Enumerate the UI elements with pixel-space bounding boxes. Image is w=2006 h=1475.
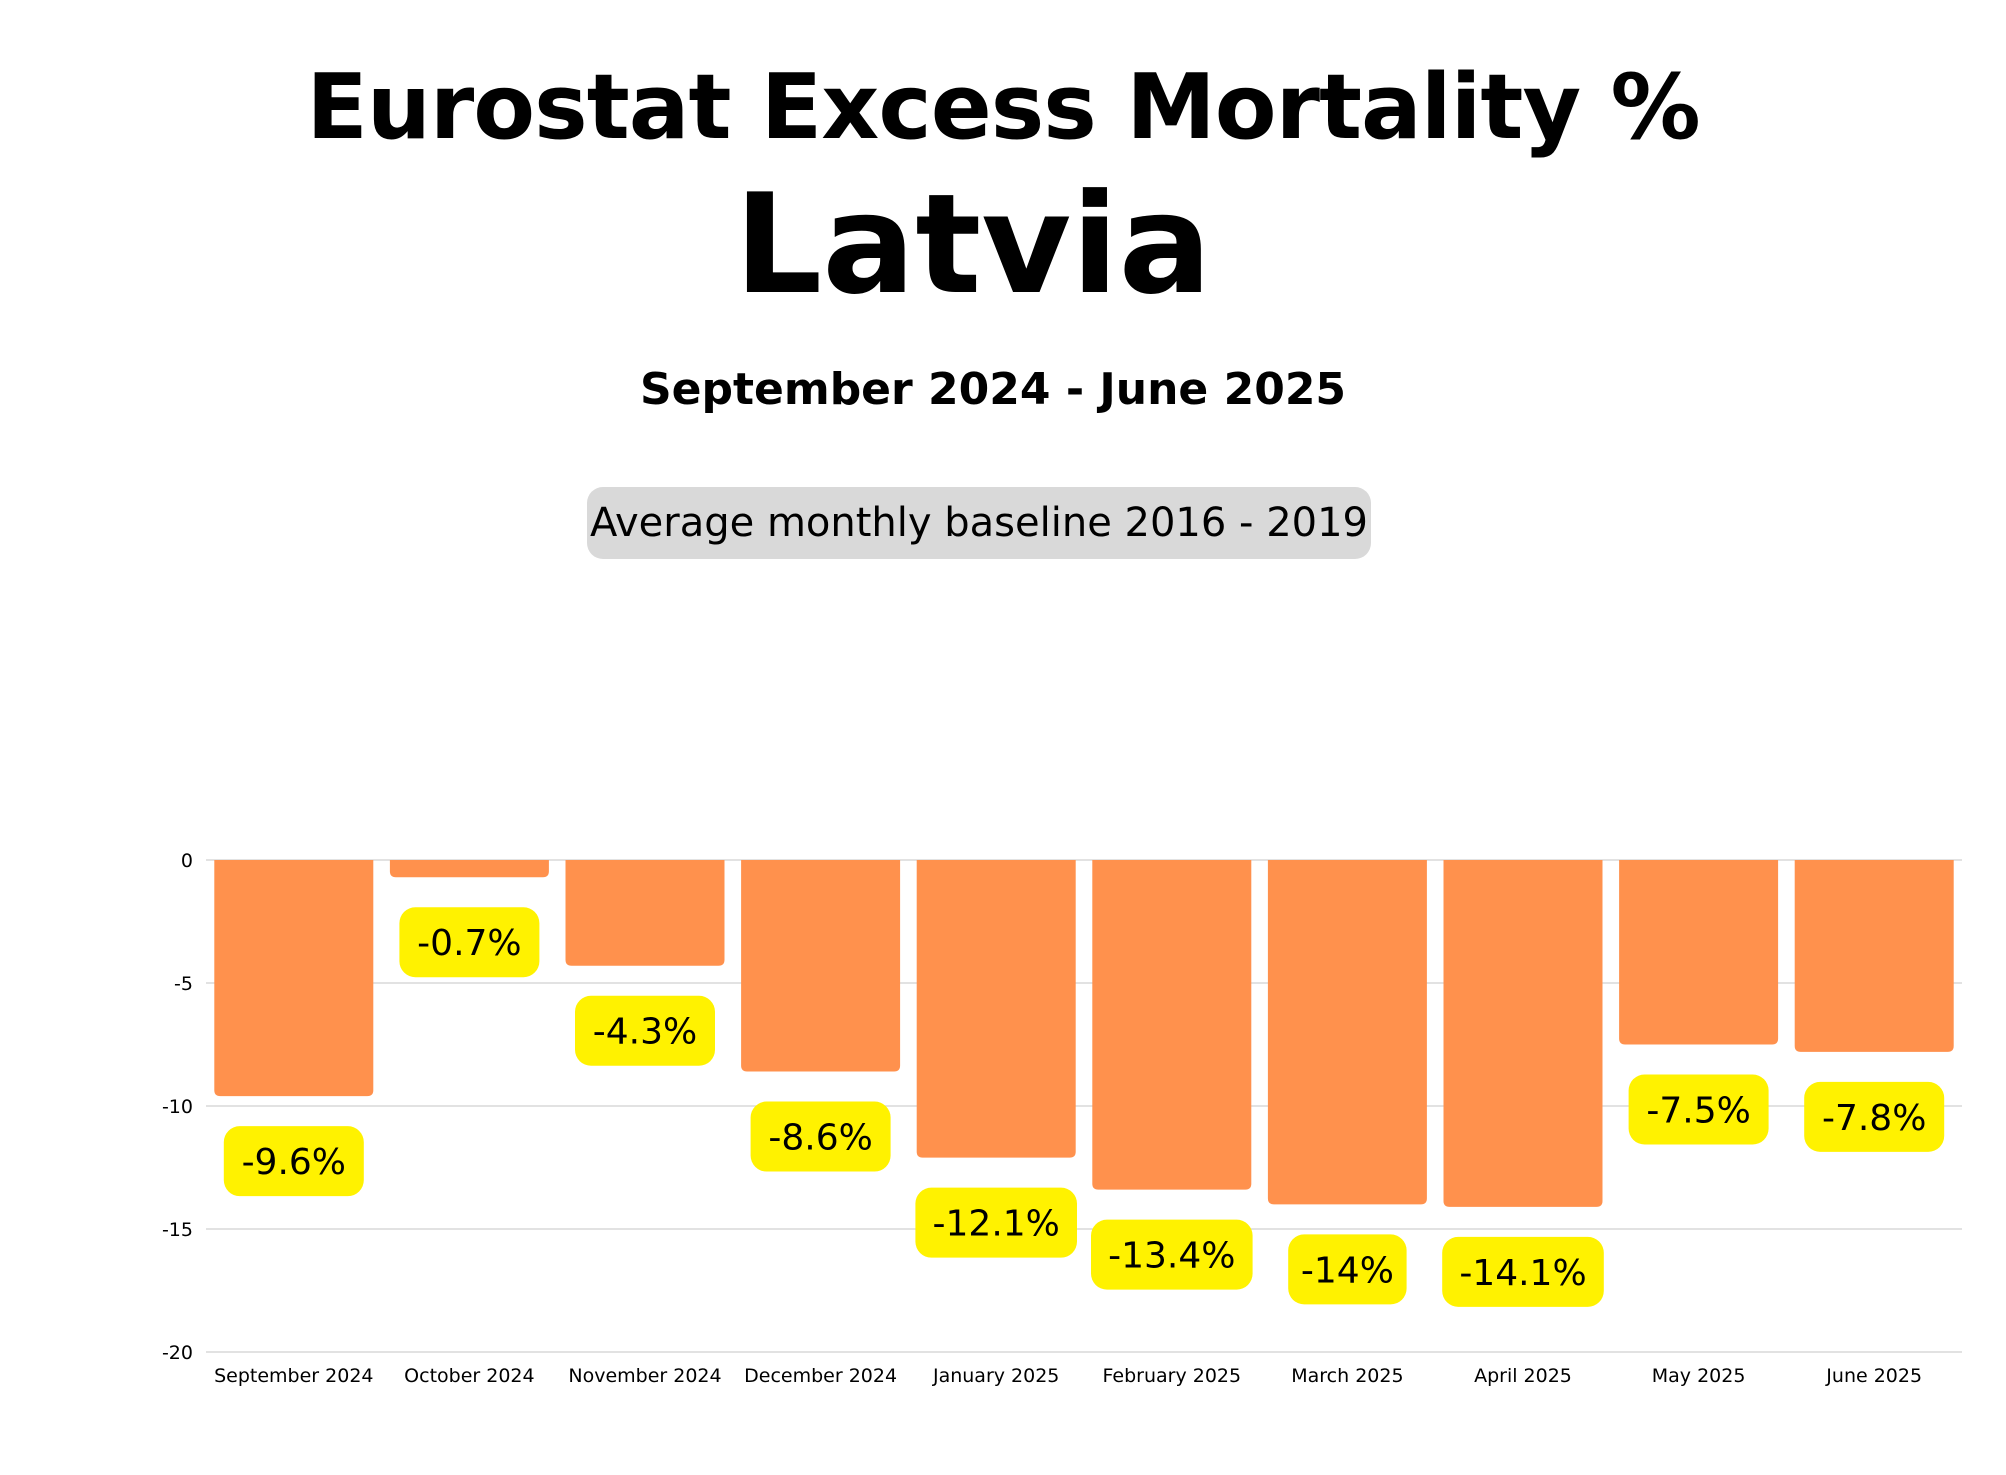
x-tick-label: January 2025	[932, 1365, 1059, 1387]
x-tick-label: February 2025	[1103, 1365, 1242, 1387]
date-range-subtitle: September 2024 - June 2025	[639, 364, 1347, 415]
x-tick-label: October 2024	[404, 1365, 534, 1387]
data-label-badge	[1804, 1081, 1945, 1152]
bar	[214, 860, 374, 1097]
data-label: -7.8%	[1822, 1098, 1926, 1139]
y-tick-label: 0	[181, 850, 193, 872]
bar	[916, 860, 1076, 1158]
bar	[1267, 860, 1427, 1205]
x-tick-label: April 2025	[1474, 1365, 1572, 1387]
data-label-badge	[750, 1101, 891, 1172]
x-tick-label: November 2024	[568, 1365, 721, 1387]
bar	[389, 860, 549, 878]
data-label: -0.7%	[417, 923, 521, 964]
x-tick-label: June 2025	[1825, 1365, 1922, 1387]
data-label: -8.6%	[768, 1118, 872, 1159]
country-title: Latvia	[734, 164, 1212, 325]
x-tick-label: March 2025	[1291, 1365, 1403, 1387]
y-tick-label: -10	[162, 1096, 193, 1118]
x-tick-label: May 2025	[1652, 1365, 1746, 1387]
x-tick-label: December 2024	[744, 1365, 897, 1387]
data-label-badge	[575, 995, 715, 1066]
bar	[565, 860, 725, 966]
data-label: -4.3%	[593, 1012, 697, 1053]
data-label: -12.1%	[933, 1204, 1060, 1245]
data-label-badge	[1288, 1234, 1407, 1305]
data-label-badge	[915, 1187, 1077, 1258]
bar	[1092, 860, 1252, 1190]
bar	[1443, 860, 1603, 1207]
x-tick-label: September 2024	[214, 1365, 373, 1387]
data-label-badge	[1628, 1074, 1769, 1145]
bar	[741, 860, 901, 1072]
data-label-badge	[1091, 1219, 1253, 1290]
y-tick-label: -5	[174, 973, 193, 995]
bar	[1794, 860, 1954, 1052]
data-label: -7.5%	[1646, 1090, 1750, 1131]
data-label-badge	[399, 907, 540, 978]
data-label: -14.1%	[1459, 1253, 1586, 1294]
chart-title: Eurostat Excess Mortality %	[306, 55, 1700, 160]
data-label-badge	[223, 1126, 364, 1197]
baseline-note-badge: Average monthly baseline 2016 - 2019	[587, 487, 1371, 559]
bar	[1619, 860, 1779, 1045]
data-label: -13.4%	[1108, 1236, 1235, 1277]
y-tick-label: -20	[162, 1342, 193, 1364]
y-tick-label: -15	[162, 1219, 193, 1241]
data-label: -9.6%	[242, 1142, 346, 1183]
data-label-badge	[1442, 1236, 1604, 1307]
data-label: -14%	[1301, 1250, 1394, 1291]
